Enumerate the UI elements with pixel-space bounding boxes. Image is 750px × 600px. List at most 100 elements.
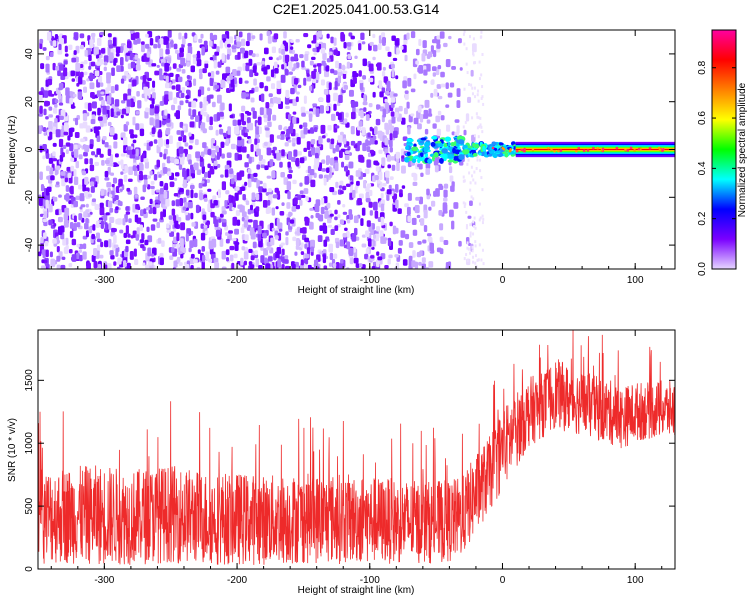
spectrogram-cell bbox=[401, 154, 405, 159]
spectrogram-cell bbox=[76, 243, 80, 248]
spectrogram-cell bbox=[473, 224, 476, 228]
spectrogram-cell bbox=[371, 246, 375, 250]
spectrogram-cell bbox=[100, 241, 104, 248]
spectrogram-cell bbox=[235, 186, 240, 191]
spectrogram-cell bbox=[94, 204, 100, 211]
spectrogram-cell bbox=[281, 264, 285, 269]
spectrogram-cell bbox=[309, 169, 315, 176]
spectrogram-cell bbox=[73, 144, 78, 150]
spectrogram-cell bbox=[139, 239, 145, 244]
spectrogram-cell bbox=[241, 146, 247, 153]
spectrogram-cell bbox=[230, 78, 235, 88]
spectrogram-cell bbox=[61, 152, 65, 158]
spectrogram-cell bbox=[156, 64, 160, 68]
spectrogram-cell bbox=[211, 149, 216, 157]
spectrogram-cell bbox=[185, 233, 189, 242]
spectrogram-cell bbox=[132, 79, 137, 87]
spectrogram-cell bbox=[264, 85, 269, 92]
spectrogram-signal-blob bbox=[406, 151, 411, 157]
spectrogram-cell bbox=[159, 38, 164, 45]
spectrogram-cell bbox=[134, 214, 139, 223]
spectrogram-cell bbox=[50, 175, 55, 181]
spectrogram-cell bbox=[132, 32, 137, 37]
spectrogram-cell bbox=[350, 181, 354, 185]
spectrogram-cell bbox=[216, 46, 220, 53]
spectrogram-cell bbox=[190, 212, 194, 220]
spectrogram-cell bbox=[443, 42, 448, 48]
spectrogram-cell bbox=[313, 64, 317, 68]
spectrogram-cell bbox=[119, 229, 124, 234]
spectrogram-cell bbox=[246, 117, 251, 124]
spectrogram-cell bbox=[152, 206, 157, 215]
spectrogram-cell bbox=[149, 107, 155, 116]
spectrogram-cell bbox=[299, 182, 303, 187]
spectrogram-cell bbox=[127, 55, 131, 60]
spectrogram-signal-blob bbox=[575, 149, 578, 153]
spectrogram-cell bbox=[442, 202, 448, 212]
spectrogram-cell bbox=[374, 175, 379, 181]
spectrogram-cell bbox=[141, 43, 145, 53]
spectrogram-cell bbox=[470, 83, 473, 87]
spectrogram-cell bbox=[211, 101, 216, 108]
spectrogram-cell bbox=[332, 263, 337, 268]
spectrogram-cell bbox=[192, 54, 197, 58]
spectrogram-cell bbox=[312, 47, 317, 52]
spectrogram-cell bbox=[310, 179, 316, 188]
spectrogram-cell bbox=[472, 178, 475, 182]
spectrogram-cell bbox=[473, 86, 476, 90]
spectrogram-signal-blob bbox=[491, 146, 495, 150]
spectrogram-cell bbox=[462, 125, 465, 129]
spectrogram-cell bbox=[350, 35, 355, 40]
spectrogram-cell bbox=[393, 111, 399, 118]
spectrogram-cell bbox=[118, 178, 123, 187]
spectrogram-cell bbox=[94, 70, 100, 77]
spectrogram-cell bbox=[128, 166, 134, 175]
spectrogram-cell bbox=[187, 42, 192, 47]
spectrogram-cell bbox=[206, 114, 210, 123]
spectrogram-cell bbox=[96, 61, 101, 66]
spectrogram-cell bbox=[342, 203, 346, 208]
spectrogram-cell bbox=[176, 256, 181, 263]
spectrogram-cell bbox=[278, 55, 282, 60]
spectrogram-cell bbox=[116, 266, 121, 269]
spectrogram-cell bbox=[357, 125, 362, 131]
spectrogram-cell bbox=[334, 225, 339, 232]
spectrogram-cell bbox=[380, 203, 385, 212]
spectrogram-cell bbox=[93, 261, 98, 269]
spectrogram-cell bbox=[41, 259, 45, 264]
spectrogram-cell bbox=[82, 243, 87, 250]
spectrogram-cell bbox=[193, 78, 197, 87]
spectrogram-cell bbox=[50, 258, 56, 268]
spectrogram-cell bbox=[266, 30, 271, 37]
spectrogram-cell bbox=[125, 121, 130, 126]
spectrogram-cell bbox=[267, 256, 273, 262]
spectrogram-cell bbox=[122, 218, 126, 226]
spectrogram-cell bbox=[158, 68, 163, 76]
colorbar-label: Normalized spectral amplitude bbox=[737, 82, 748, 217]
spectrogram-cell bbox=[417, 123, 422, 130]
spectrogram-cell bbox=[296, 226, 301, 236]
spectrogram-cell bbox=[466, 162, 469, 166]
spectrogram-cell bbox=[236, 70, 241, 76]
spectrogram-cell bbox=[113, 261, 117, 266]
spectrogram-cell bbox=[374, 162, 380, 166]
spectrogram-cell bbox=[99, 153, 104, 158]
spectrogram-cell bbox=[114, 99, 120, 107]
spectrogram-cell bbox=[467, 82, 470, 86]
spectrogram-cell bbox=[361, 127, 366, 136]
spectrogram-cell bbox=[166, 229, 172, 233]
spectrogram-cell bbox=[304, 53, 309, 62]
spectrogram-cell bbox=[257, 225, 262, 235]
spectrogram-cell bbox=[466, 258, 469, 262]
spectrogram-cell bbox=[174, 220, 179, 229]
spectrogram-cell bbox=[389, 176, 394, 180]
spectrogram-cell bbox=[352, 246, 356, 253]
spectrogram-cell bbox=[425, 168, 430, 175]
spectrogram-cell bbox=[53, 107, 58, 114]
spectrogram-cell bbox=[401, 165, 406, 174]
spectrogram-cell bbox=[387, 258, 391, 265]
spectrogram-cell bbox=[221, 53, 225, 62]
spectrogram-cell bbox=[212, 34, 218, 41]
spectrogram-cell bbox=[159, 100, 165, 106]
spectrogram-cell bbox=[120, 100, 126, 104]
